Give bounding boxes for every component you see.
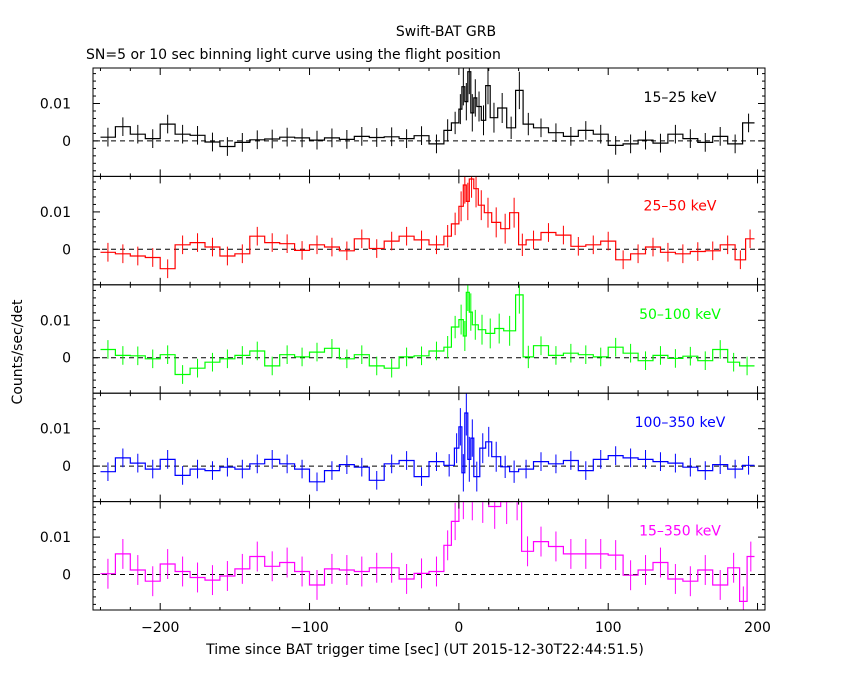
panel-frame [92, 175, 766, 286]
x-tick-label: −200 [141, 620, 179, 636]
band-label: 15–350 keV [639, 524, 721, 540]
y-tick-label: 0.01 [40, 97, 71, 113]
panel-frame [92, 501, 766, 611]
band-label: 25–50 keV [644, 198, 717, 214]
x-tick-label: −100 [290, 620, 328, 636]
light-curve-line [100, 412, 755, 483]
series-0 [100, 68, 755, 156]
light-curve-line [100, 71, 755, 148]
panel: 0 0.01 50–100 keV [40, 284, 766, 394]
x-axis-label: Time since BAT trigger time [sec] (UT 20… [205, 642, 644, 658]
panel: 0 0.01 15–350 keV [40, 501, 766, 611]
panel: 0 0.01 15–25 keV [40, 67, 766, 177]
series-2 [100, 284, 755, 384]
light-curve-line [100, 178, 755, 270]
y-tick-label: 0.01 [40, 205, 71, 221]
y-tick-label: 0 [62, 351, 71, 367]
panel-frame [92, 67, 766, 177]
panel-frame [92, 284, 766, 394]
panel-frame [92, 392, 766, 503]
y-tick-label: 0.01 [40, 422, 71, 438]
y-tick-label: 0 [62, 242, 71, 258]
band-label: 15–25 keV [644, 90, 717, 106]
chart-subtitle: SN=5 or 10 sec binning light curve using… [86, 47, 501, 63]
band-label: 50–100 keV [639, 307, 721, 323]
panels-group: 0 0.01 15–25 keV 0 0.01 25–50 keV 0 0.01 50–100 … [40, 67, 771, 636]
light-curve-line [100, 291, 755, 376]
series-3 [100, 393, 755, 492]
light-curve-line [100, 501, 755, 602]
y-axis-label: Counts/sec/det [10, 299, 26, 404]
series-4 [100, 501, 755, 611]
y-tick-label: 0.01 [40, 313, 71, 329]
x-tick-label: 100 [595, 620, 622, 636]
chart-title: Swift-BAT GRB [396, 24, 496, 40]
band-label: 100–350 keV [635, 415, 726, 431]
y-tick-label: 0 [62, 459, 71, 475]
panel: 0 0.01 100–350 keV [40, 392, 766, 503]
x-tick-label: 0 [454, 620, 463, 636]
y-tick-label: 0 [62, 134, 71, 150]
panel: 0 0.01 25–50 keV [40, 175, 766, 286]
y-tick-label: 0 [62, 567, 71, 583]
y-tick-label: 0.01 [40, 530, 71, 546]
x-tick-label: 200 [744, 620, 771, 636]
series-1 [100, 176, 755, 279]
